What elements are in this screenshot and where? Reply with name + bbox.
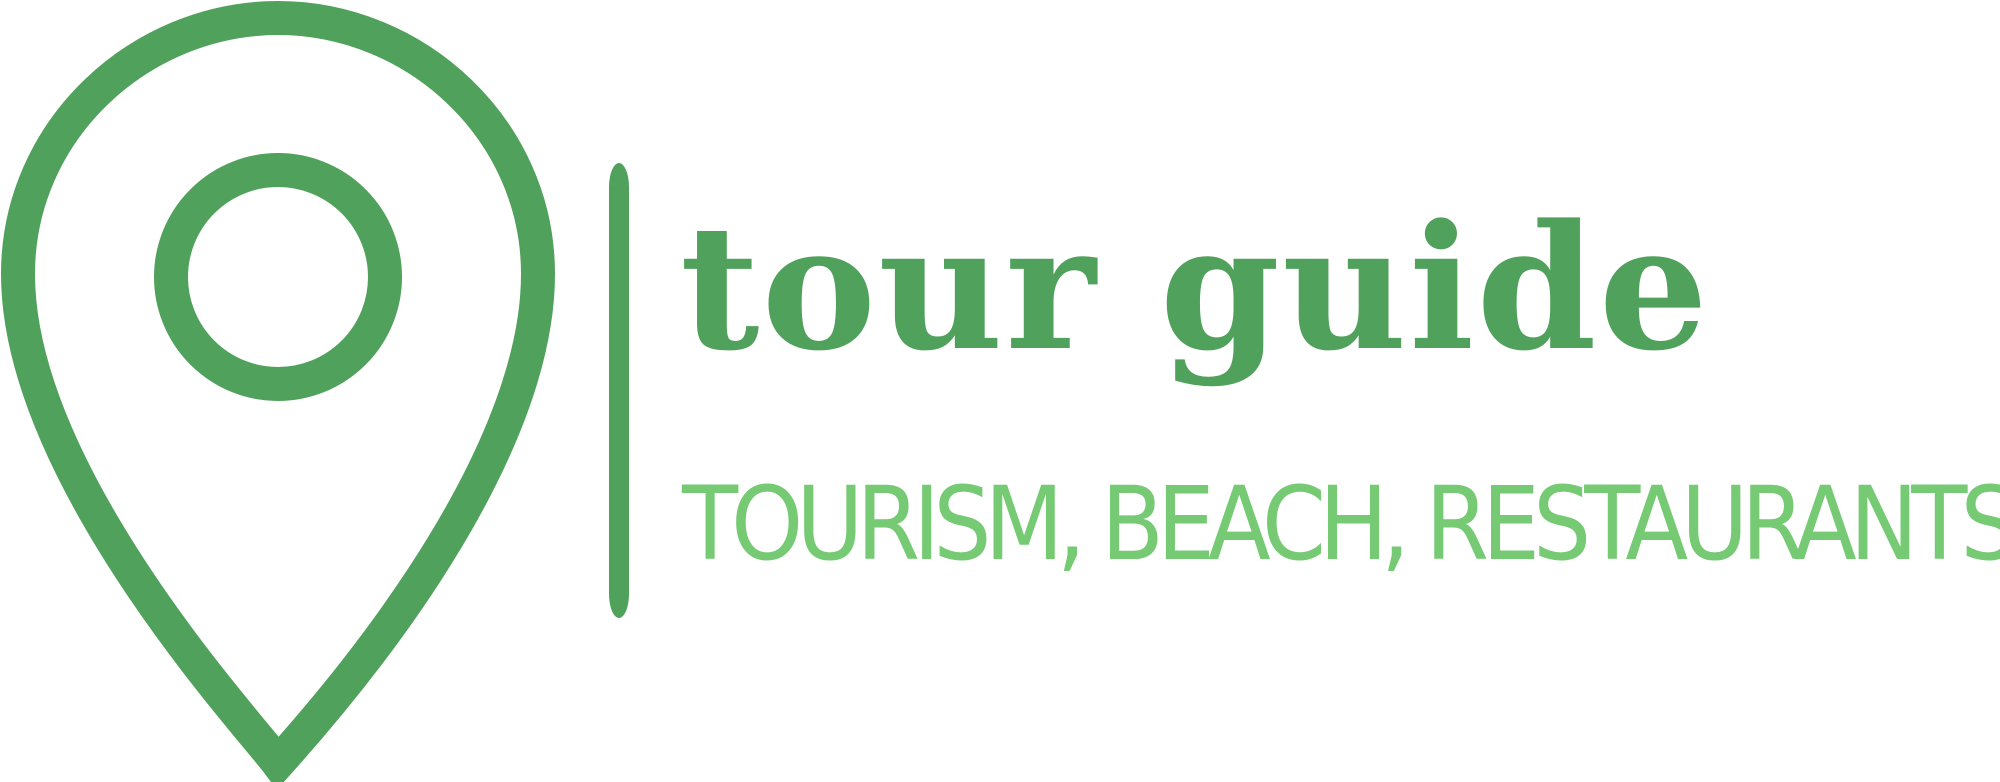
- map-pin-hole: [154, 153, 402, 401]
- map-pin-icon: [0, 0, 556, 782]
- brand-tagline: TOURISM, BEACH, RESTAURANTS , FOREST: [682, 465, 2000, 584]
- map-pin-outline: [0, 0, 556, 782]
- divider-bar: [609, 163, 629, 618]
- brand-wordmark: tour guide: [680, 186, 1711, 389]
